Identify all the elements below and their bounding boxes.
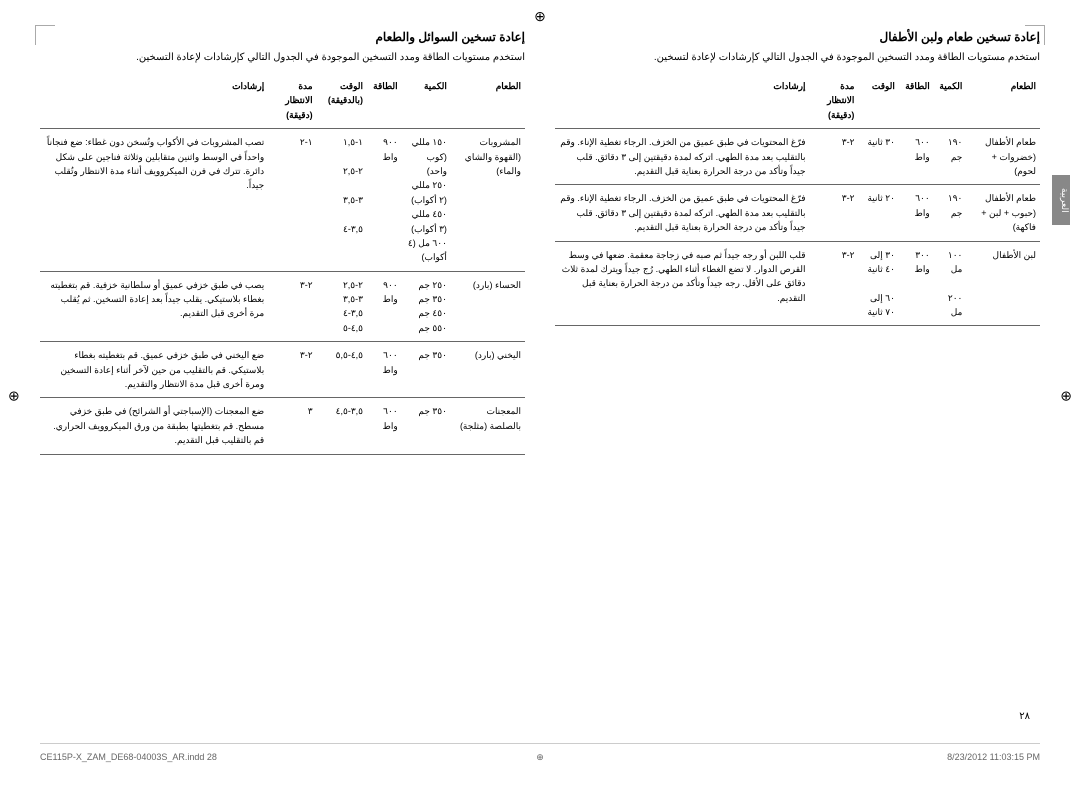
cell-time: ٤,٥-٥,٥: [317, 342, 367, 398]
table-row: المشروبات (القهوة والشاي والماء) ١٥٠ ملل…: [40, 129, 525, 272]
th-instructions: إرشادات: [40, 73, 268, 129]
cell-wait: ٢-٣: [810, 129, 859, 185]
th-instructions: إرشادات: [555, 73, 810, 129]
cell-food: الحساء (بارد): [451, 271, 525, 342]
cell-power: ٣٠٠ واط: [899, 241, 934, 326]
th-qty: الكمية: [934, 73, 967, 129]
cell-food: لبن الأطفال: [966, 241, 1040, 326]
right-table: الطعام الكمية الطاقة الوقت (بالدقيقة) مد…: [40, 73, 525, 455]
table-row: المعجنات بالصلصة (مثلجة) ٣٥٠ جم ٦٠٠ واط …: [40, 398, 525, 454]
cell-power: ٦٠٠ واط: [367, 398, 402, 454]
cell-qty: ١٩٠ جم: [934, 129, 967, 185]
corner-mark-tr: [1025, 25, 1045, 45]
table-row: طعام الأطفال (حبوب + لبن + فاكهة) ١٩٠ جم…: [555, 185, 1040, 241]
cell-qty: ١٥٠ مللي (كوب واحد)٢٥٠ مللي (٢ أكواب)٤٥٠…: [402, 129, 451, 272]
cell-time: ٣٠ إلى ٤٠ ثانية ٦٠ إلى ٧٠ ثانية: [858, 241, 899, 326]
cell-qty: ٣٥٠ جم: [402, 342, 451, 398]
cell-power: ٩٠٠ واط: [367, 271, 402, 342]
th-food: الطعام: [451, 73, 525, 129]
cell-qty: ١٩٠ جم: [934, 185, 967, 241]
right-column: إعادة تسخين السوائل والطعام استخدم مستوي…: [40, 30, 525, 455]
cell-instructions: قلب اللبن أو رجه جيداً ثم صبه في زجاجة م…: [555, 241, 810, 326]
corner-mark-tl: [35, 25, 55, 45]
cell-wait: ٢-٣: [810, 241, 859, 326]
cell-wait: ٢-٣: [810, 185, 859, 241]
table-header-row: الطعام الكمية الطاقة الوقت مدة الانتظار …: [555, 73, 1040, 129]
table-row: اليخني (بارد) ٣٥٠ جم ٦٠٠ واط ٤,٥-٥,٥ ٢-٣…: [40, 342, 525, 398]
cell-power: ٩٠٠ واط: [367, 129, 402, 272]
page-container: إعادة تسخين طعام ولبن الأطفال استخدم مست…: [40, 30, 1040, 455]
cell-time: ٢-٢,٥٣-٣,٥٣,٥-٤٤,٥-٥: [317, 271, 367, 342]
crop-mark-top: ⊕: [534, 8, 546, 25]
table-row: طعام الأطفال (خضروات + لحوم) ١٩٠ جم ٦٠٠ …: [555, 129, 1040, 185]
cell-qty: ٢٥٠ جم٣٥٠ جم٤٥٠ جم٥٥٠ جم: [402, 271, 451, 342]
cell-qty: ٣٥٠ جم: [402, 398, 451, 454]
crop-mark-left: ⊕: [8, 388, 20, 405]
th-qty: الكمية: [402, 73, 451, 129]
cell-instructions: فرّغ المحتويات في طبق عميق من الخزف. الر…: [555, 129, 810, 185]
page-number: ٢٨: [1019, 711, 1030, 722]
table-header-row: الطعام الكمية الطاقة الوقت (بالدقيقة) مد…: [40, 73, 525, 129]
right-section-title: إعادة تسخين السوائل والطعام: [40, 30, 525, 44]
cell-wait: ٢-٣: [268, 342, 316, 398]
footer-timestamp: 8/23/2012 11:03:15 PM: [947, 752, 1040, 762]
crop-mark-right: ⊕: [1060, 388, 1072, 405]
th-power: الطاقة: [899, 73, 934, 129]
cell-time: ١-١,٥ ٢-٢,٥ ٣-٣,٥ ٣,٥-٤: [317, 129, 367, 272]
cell-instructions: فرّغ المحتويات في طبق عميق من الخزف. الر…: [555, 185, 810, 241]
cell-instructions: ضع المعجنات (الإسباجتي أو الشرائح) في طب…: [40, 398, 268, 454]
cell-time: ٣٠ ثانية: [858, 129, 899, 185]
language-tab: العربية: [1052, 175, 1070, 225]
footer: CE115P-X_ZAM_DE68-04003S_AR.indd 28 ⊕ 8/…: [40, 743, 1040, 762]
table-row: الحساء (بارد) ٢٥٠ جم٣٥٠ جم٤٥٠ جم٥٥٠ جم ٩…: [40, 271, 525, 342]
th-time: الوقت: [858, 73, 899, 129]
footer-filename: CE115P-X_ZAM_DE68-04003S_AR.indd 28: [40, 752, 217, 762]
cell-instructions: ضع اليخني في طبق خزفي عميق. قم بتغطيته ب…: [40, 342, 268, 398]
th-power: الطاقة: [367, 73, 402, 129]
cell-food: المشروبات (القهوة والشاي والماء): [451, 129, 525, 272]
right-section-desc: استخدم مستويات الطاقة ومدد التسخين الموج…: [40, 52, 525, 63]
cell-time: ٢٠ ثانية: [858, 185, 899, 241]
th-food: الطعام: [966, 73, 1040, 129]
th-wait: مدة الانتظار (دقيقة): [810, 73, 859, 129]
cell-power: ٦٠٠ واط: [367, 342, 402, 398]
cell-instructions: يصب في طبق خزفي عميق أو سلطانية خزفية. ق…: [40, 271, 268, 342]
cell-wait: ٣: [268, 398, 316, 454]
cell-food: المعجنات بالصلصة (مثلجة): [451, 398, 525, 454]
table-row: لبن الأطفال ١٠٠ مل ٢٠٠ مل ٣٠٠ واط ٣٠ إلى…: [555, 241, 1040, 326]
cell-food: اليخني (بارد): [451, 342, 525, 398]
left-column: إعادة تسخين طعام ولبن الأطفال استخدم مست…: [555, 30, 1040, 455]
cell-instructions: تصب المشروبات في الأكواب وتُسخن دون غطاء…: [40, 129, 268, 272]
th-time: الوقت (بالدقيقة): [317, 73, 367, 129]
th-wait: مدة الانتظار (دقيقة): [268, 73, 316, 129]
cell-wait: ١-٢: [268, 129, 316, 272]
cell-time: ٣,٥-٤,٥: [317, 398, 367, 454]
cell-power: ٦٠٠ واط: [899, 129, 934, 185]
left-section-desc: استخدم مستويات الطاقة ومدد التسخين الموج…: [555, 52, 1040, 63]
cell-power: ٦٠٠ واط: [899, 185, 934, 241]
cell-qty: ١٠٠ مل ٢٠٠ مل: [934, 241, 967, 326]
left-table: الطعام الكمية الطاقة الوقت مدة الانتظار …: [555, 73, 1040, 326]
left-section-title: إعادة تسخين طعام ولبن الأطفال: [555, 30, 1040, 44]
cell-food: طعام الأطفال (خضروات + لحوم): [966, 129, 1040, 185]
cell-food: طعام الأطفال (حبوب + لبن + فاكهة): [966, 185, 1040, 241]
cell-wait: ٢-٣: [268, 271, 316, 342]
crop-mark-footer: ⊕: [536, 752, 544, 763]
